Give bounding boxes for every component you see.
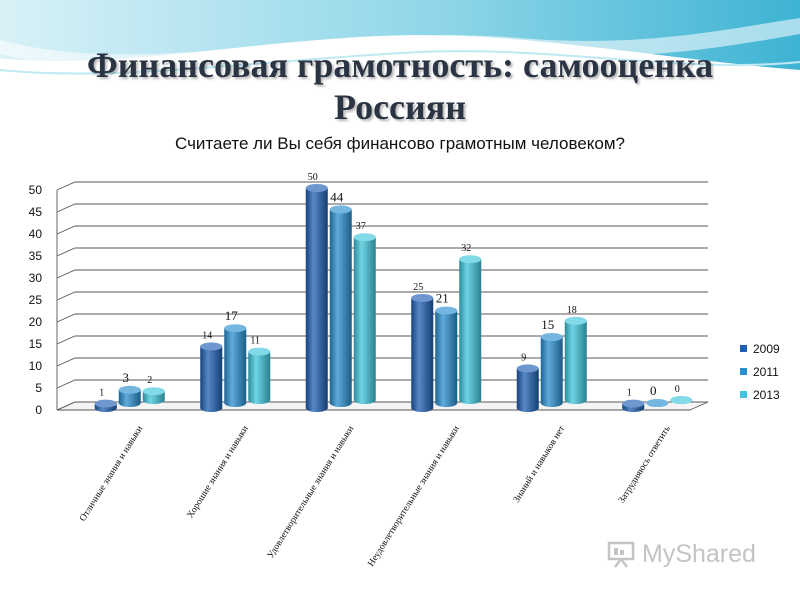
y-tick-label: 20: [29, 315, 43, 329]
bar-2011: [329, 209, 352, 407]
legend-item: 2013: [740, 383, 780, 406]
gridline: [56, 181, 708, 191]
bar-top-2011: [646, 399, 669, 407]
slide-title: Финансовая грамотность: самооценка Росси…: [86, 45, 714, 127]
legend-label: 2013: [753, 387, 780, 402]
bar-top-2011: [118, 385, 141, 394]
bar-2013: [353, 237, 376, 404]
plot-back-wall: [57, 182, 708, 410]
watermark: MyShared: [606, 536, 756, 572]
bar-top-2009: [516, 364, 539, 373]
data-label: 11: [250, 336, 260, 347]
x-category-label: Хорошие знания и навыки: [186, 424, 251, 520]
y-tick-label: 15: [29, 337, 43, 351]
y-tick-label: 5: [35, 381, 42, 395]
data-label: 2: [147, 375, 152, 386]
gridline: [56, 357, 708, 367]
bar-2013: [459, 259, 482, 404]
y-tick-label: 10: [29, 359, 43, 373]
data-label: 17: [225, 308, 239, 323]
data-label: 1: [627, 388, 632, 399]
bar-2009: [305, 188, 328, 412]
legend-label: 2009: [753, 341, 780, 356]
bar-top-2013: [142, 387, 165, 396]
y-tick-label: 35: [29, 249, 43, 263]
bar-2009: [516, 368, 539, 412]
bar-2011: [540, 337, 563, 407]
legend-label: 2011: [753, 364, 779, 379]
y-tick-label: 45: [29, 205, 43, 219]
bar-top-2009: [411, 294, 434, 302]
bar-top-2009: [622, 399, 645, 408]
data-label: 18: [567, 305, 577, 316]
legend-item: 2011: [740, 360, 780, 383]
legend-swatch: [740, 345, 747, 352]
watermark-text: MyShared: [642, 539, 756, 568]
bar-top-2013: [564, 316, 587, 325]
data-label: 25: [413, 282, 423, 293]
data-label: 37: [356, 221, 366, 232]
bar-2011: [224, 328, 247, 407]
bar-top-2011: [540, 333, 563, 341]
data-label: 9: [521, 352, 526, 363]
y-tick-label: 0: [35, 403, 42, 417]
bar-top-2009: [305, 184, 328, 192]
legend-swatch: [740, 391, 747, 398]
y-tick-label: 40: [29, 227, 43, 241]
gridline: [56, 313, 708, 323]
data-label: 14: [202, 330, 212, 341]
bar-2011: [118, 389, 141, 407]
gridline: [56, 247, 708, 257]
presentation-board-icon: [607, 541, 635, 568]
gridline: [56, 335, 708, 345]
header-wave-decoration: [0, 0, 800, 75]
bar-2011: [435, 310, 458, 407]
bar-top-2011: [435, 306, 458, 315]
gridline: [56, 379, 708, 389]
gridline: [56, 401, 708, 411]
data-label: 21: [436, 291, 449, 306]
x-category-label: Затрудняюсь ответить: [617, 424, 673, 506]
gridline: [56, 269, 708, 279]
x-category-label: Удовлетворительные знания и навыки: [266, 424, 356, 560]
data-label: 3: [123, 370, 130, 385]
bar-top-2009: [200, 342, 223, 351]
y-tick-label: 50: [29, 183, 43, 197]
data-label: 0: [675, 384, 680, 395]
gridline: [56, 225, 708, 235]
x-category-label: Отличные знания и навыки: [78, 424, 145, 523]
bar-top-2011: [224, 324, 247, 333]
bar-top-2013: [670, 396, 693, 404]
bar-2013: [248, 351, 271, 404]
x-category-label: Неудовлетворительные знания и навыки: [366, 424, 461, 568]
x-category-label: Знаний и навыков нет: [511, 423, 568, 505]
data-label: 50: [308, 172, 318, 183]
bar-top-2009: [94, 399, 117, 408]
bar-2013: [564, 320, 587, 404]
data-label: 0: [650, 383, 657, 398]
bar-2009: [200, 346, 223, 412]
chart-question: Считаете ли Вы себя финансово грамотным …: [174, 134, 626, 153]
legend-swatch: [740, 368, 747, 375]
data-label: 1: [99, 388, 104, 399]
bar-top-2013: [248, 347, 271, 356]
y-tick-label: 25: [29, 293, 43, 307]
data-label: 15: [541, 317, 554, 332]
bar-2009: [411, 298, 434, 412]
bar-top-2013: [353, 233, 376, 242]
legend-item: 2009: [740, 337, 780, 360]
chart-legend: 2009 2011 2013: [740, 337, 780, 406]
gridline: [56, 291, 708, 301]
data-label: 44: [330, 189, 344, 204]
bar-top-2011: [329, 205, 352, 214]
gridline: [56, 203, 708, 213]
bar-top-2013: [459, 255, 482, 264]
data-label: 32: [461, 243, 471, 254]
y-tick-label: 30: [29, 271, 43, 285]
